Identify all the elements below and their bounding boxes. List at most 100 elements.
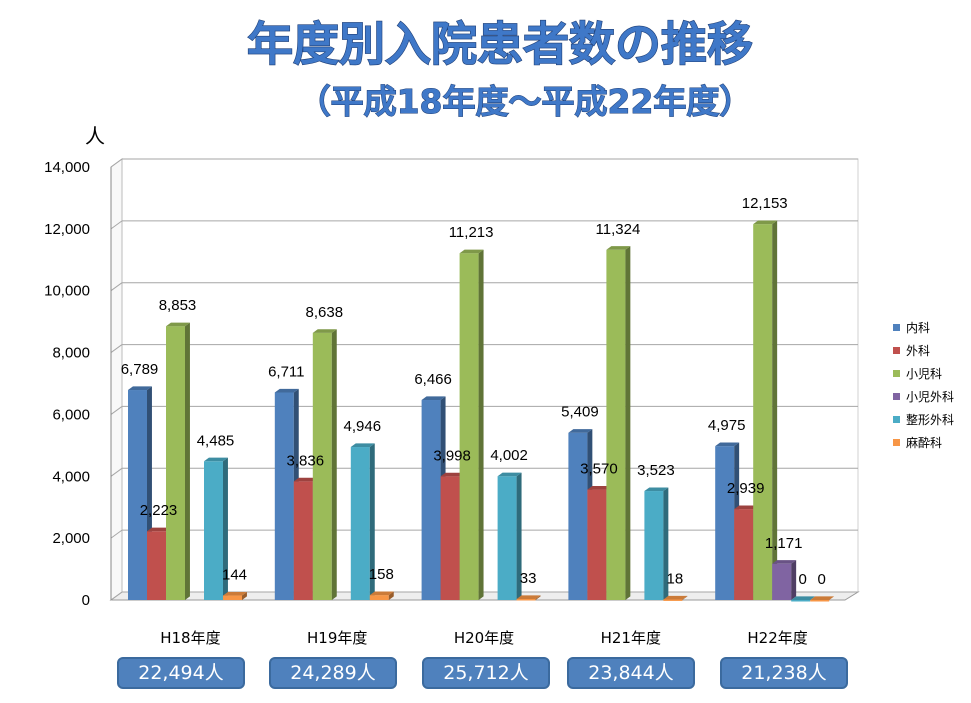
total-box-h21: 23,844人: [567, 657, 695, 689]
x-category-label: H18年度: [160, 629, 220, 647]
bar-side: [331, 329, 337, 600]
bar-top: [568, 429, 593, 433]
data-label: 11,324: [596, 221, 641, 238]
chart-title: 年度別入院患者数の推移: [247, 17, 753, 71]
data-label: 4,946: [344, 418, 382, 435]
data-labels: 6,789 2,223 8,853 4,485 144 6,711 3,836 8,638 4,…: [121, 195, 826, 588]
bar: [810, 596, 835, 602]
bar-front: [772, 563, 792, 600]
bar-front: [753, 224, 773, 601]
bar-side: [223, 457, 228, 600]
data-label: 12,153: [742, 195, 788, 212]
bar-top: [663, 595, 688, 600]
data-label: 6,789: [121, 361, 159, 378]
data-label: 8,638: [306, 304, 344, 321]
bar-side: [663, 487, 669, 600]
bar-front: [568, 432, 588, 600]
bar-side: [791, 560, 797, 600]
bar-front: [293, 481, 313, 600]
bar-front: [223, 595, 242, 600]
bar-top: [204, 457, 228, 462]
bar-top: [497, 472, 522, 477]
bar-top: [715, 442, 740, 447]
bar-front: [644, 491, 664, 600]
y-axis-label: 人: [85, 124, 105, 148]
data-label: 144: [222, 567, 247, 584]
data-label: 6,711: [268, 363, 304, 380]
data-label: 3,998: [433, 447, 471, 464]
bar-front: [516, 598, 536, 601]
bar: [606, 246, 631, 600]
bar-front: [663, 599, 683, 601]
bar-front: [791, 600, 811, 602]
gridline-side: [110, 467, 123, 477]
y-tick-label: 14,000: [44, 159, 90, 176]
bar-front: [497, 476, 517, 600]
bar-top: [274, 388, 299, 393]
x-axis-categories: H18年度 H19年度 H20年度 H21年度 H22年度: [160, 629, 808, 647]
data-label: 0: [799, 571, 807, 588]
bar-side: [185, 322, 190, 600]
bar-top: [791, 596, 816, 600]
bar-front: [606, 249, 626, 600]
legend-swatch: [893, 439, 900, 446]
x-category-label: H19年度: [307, 629, 367, 647]
bar: [753, 220, 778, 601]
data-label: 3,836: [287, 452, 325, 469]
bar: [204, 457, 228, 600]
y-tick-label: 12,000: [44, 221, 90, 238]
bar-top: [440, 472, 465, 477]
bar-top: [369, 591, 394, 596]
legend-label: 小児外科: [906, 390, 954, 404]
total-box-h18: 22,494人: [117, 657, 245, 689]
bar-side: [388, 591, 394, 600]
total-box-h20: 25,712人: [422, 657, 550, 689]
gridline-side: [110, 529, 123, 539]
bar-top: [734, 505, 759, 510]
bar: [791, 596, 816, 602]
bar-front: [147, 531, 166, 600]
bar: [312, 329, 337, 600]
y-tick-label: 0: [82, 592, 90, 609]
bar: [369, 591, 394, 600]
bar-front: [440, 476, 460, 600]
y-tick-label: 2,000: [52, 530, 90, 547]
data-label: 3,570: [580, 461, 618, 478]
gridline-side: [110, 220, 123, 230]
bar-top: [128, 386, 152, 391]
bar: [772, 560, 797, 600]
bar-top: [606, 246, 631, 250]
bar-front: [128, 390, 147, 600]
total-box-h19: 24,289人: [269, 657, 397, 689]
bar-top: [644, 487, 669, 492]
y-tick-label: 8,000: [52, 345, 90, 362]
bar-front: [459, 253, 479, 600]
data-label: 2,939: [727, 480, 765, 497]
gridline-side: [110, 158, 123, 168]
bar: [644, 487, 669, 600]
data-label: 4,002: [490, 447, 528, 464]
y-axis-ticks: 0 2,000 4,000 6,000 8,000 10,000 12,000 14,000: [44, 159, 90, 609]
data-label: 1,171: [765, 535, 803, 552]
total-box-h22: 21,238人: [720, 657, 848, 689]
bar-side: [242, 591, 247, 600]
bar-side: [772, 220, 778, 600]
bar-top: [459, 249, 484, 254]
legend-label: 内科: [906, 321, 930, 335]
bar-top: [223, 591, 247, 596]
bar-top: [516, 595, 541, 599]
data-label: 4,975: [708, 417, 746, 434]
data-label: 6,466: [414, 371, 452, 388]
x-category-label: H22年度: [747, 629, 807, 647]
bar-top: [810, 596, 835, 600]
x-category-label: H20年度: [454, 629, 514, 647]
bar: [497, 472, 522, 600]
data-label: 11,213: [449, 224, 494, 241]
bar-front: [312, 332, 332, 600]
bar-front: [204, 461, 223, 600]
data-label: 4,485: [197, 432, 235, 449]
data-label: 0: [818, 571, 826, 588]
bar: [223, 591, 247, 600]
